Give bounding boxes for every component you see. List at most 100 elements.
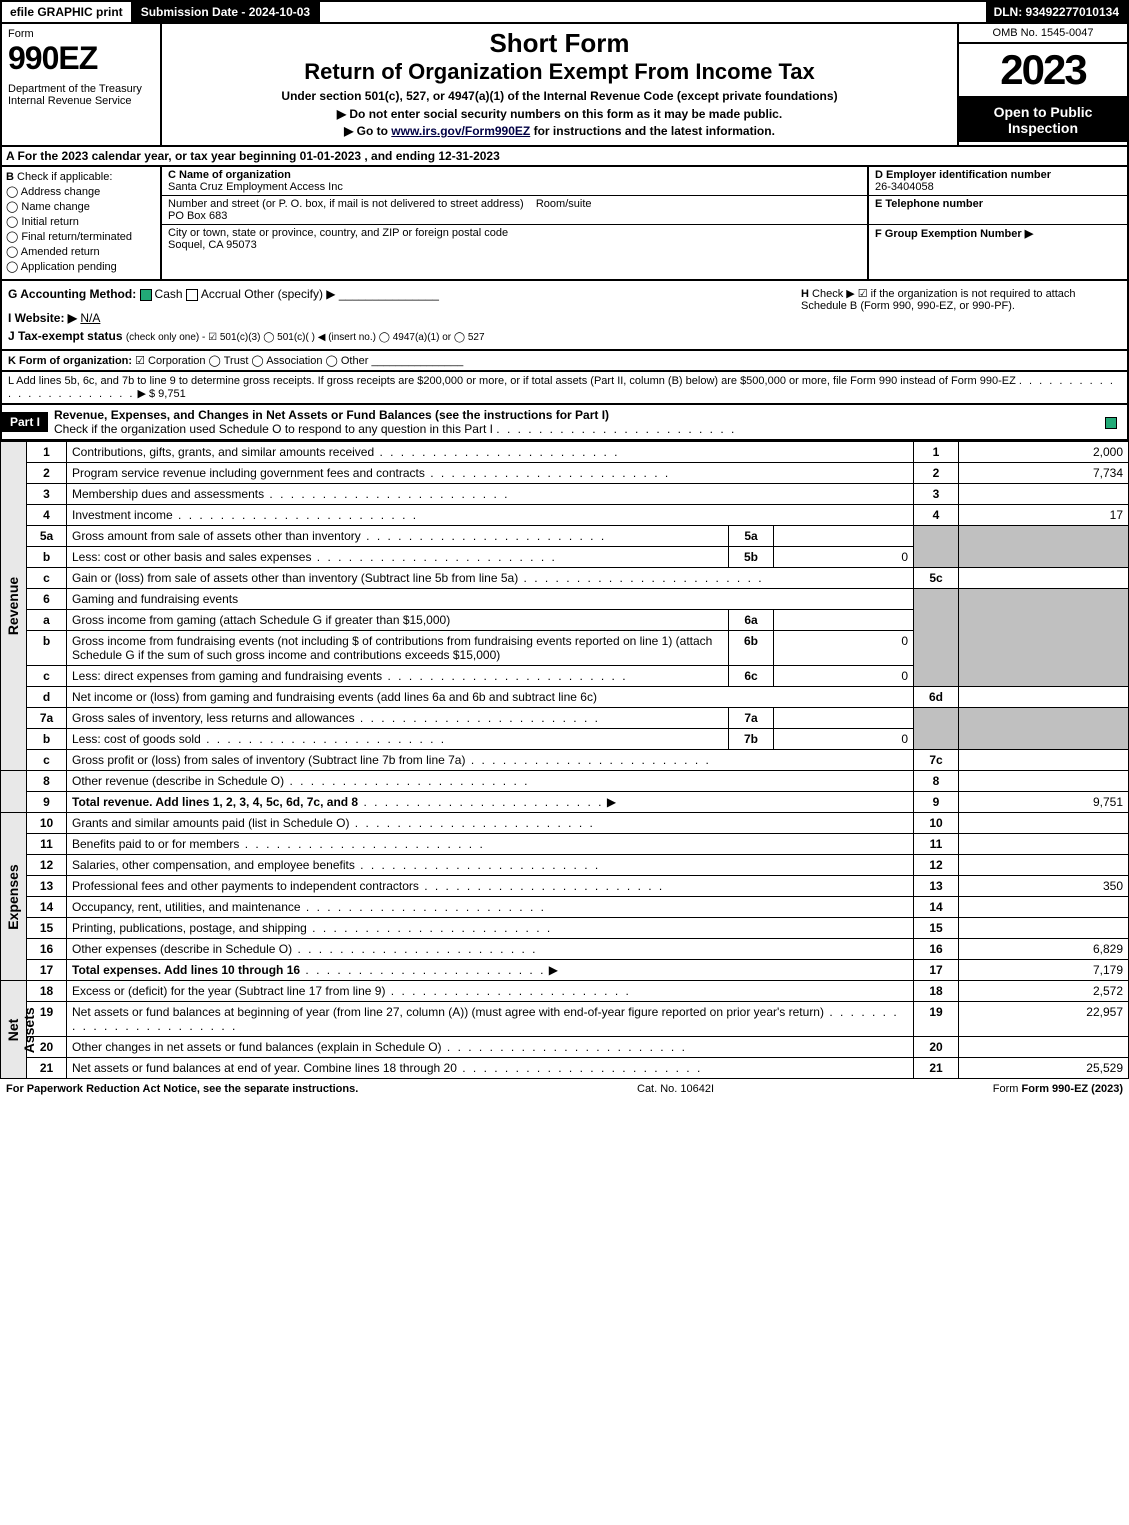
line-3-amt xyxy=(959,484,1129,505)
chk-cash[interactable] xyxy=(140,289,152,301)
chk-accrual[interactable] xyxy=(186,289,198,301)
footer-left: For Paperwork Reduction Act Notice, see … xyxy=(6,1083,358,1095)
expenses-side: Expenses xyxy=(1,813,27,981)
line-10-box: 10 xyxy=(914,813,959,834)
street-value: PO Box 683 xyxy=(168,210,227,222)
l-amount: ▶ $ 9,751 xyxy=(137,388,185,400)
line-2-amt: 7,734 xyxy=(959,463,1129,484)
line-16-num: 16 xyxy=(27,939,67,960)
c-street-row: Number and street (or P. O. box, if mail… xyxy=(162,196,867,225)
e-label: E Telephone number xyxy=(875,198,983,210)
header-center: Short Form Return of Organization Exempt… xyxy=(162,24,957,145)
line-7c-amt xyxy=(959,750,1129,771)
line-14-box: 14 xyxy=(914,897,959,918)
chk-final-return[interactable]: ◯ Final return/terminated xyxy=(6,230,156,243)
line-5c-num: c xyxy=(27,568,67,589)
line-18-num: 18 xyxy=(27,981,67,1002)
line-6b-sub: 6b xyxy=(729,631,774,666)
line-6d-amt xyxy=(959,687,1129,708)
line-6b-num: b xyxy=(27,631,67,666)
efile-label[interactable]: efile GRAPHIC print xyxy=(2,2,133,22)
h-section: H Check ▶ ☑ if the organization is not r… xyxy=(801,287,1121,343)
form-header: Form 990EZ Department of the Treasury In… xyxy=(0,24,1129,147)
line-7b-num: b xyxy=(27,729,67,750)
bc-def-row: B Check if applicable: ◯ Address change … xyxy=(0,167,1129,281)
line-11-desc: Benefits paid to or for members xyxy=(67,834,914,855)
part1-checkbox[interactable] xyxy=(1097,415,1127,429)
line-5a-num: 5a xyxy=(27,526,67,547)
line-19-amt: 22,957 xyxy=(959,1002,1129,1037)
chk-address-change[interactable]: ◯ Address change xyxy=(6,185,156,198)
f-label: F Group Exemption Number ▶ xyxy=(875,228,1033,240)
line-10-desc: Grants and similar amounts paid (list in… xyxy=(67,813,914,834)
dln-label: DLN: 93492277010134 xyxy=(986,2,1127,22)
footer-center: Cat. No. 10642I xyxy=(637,1083,714,1095)
line-14-amt xyxy=(959,897,1129,918)
line-6d-box: 6d xyxy=(914,687,959,708)
line-7a-num: 7a xyxy=(27,708,67,729)
line-5a-sub: 5a xyxy=(729,526,774,547)
line-1-desc: Contributions, gifts, grants, and simila… xyxy=(67,442,914,463)
chk-amended[interactable]: ◯ Amended return xyxy=(6,245,156,258)
short-form-title: Short Form xyxy=(168,28,951,59)
line-5a-desc: Gross amount from sale of assets other t… xyxy=(67,526,729,547)
shaded-7 xyxy=(914,708,959,750)
chk-name-change[interactable]: ◯ Name change xyxy=(6,200,156,213)
line-7a-desc: Gross sales of inventory, less returns a… xyxy=(67,708,729,729)
line-9-desc: Total revenue. Add lines 1, 2, 3, 4, 5c,… xyxy=(67,792,914,813)
line-11-amt xyxy=(959,834,1129,855)
footer: For Paperwork Reduction Act Notice, see … xyxy=(0,1079,1129,1099)
line-8-box: 8 xyxy=(914,771,959,792)
d-label: D Employer identification number xyxy=(875,169,1051,181)
k-corp: ☑ Corporation ◯ Trust ◯ Association ◯ Ot… xyxy=(135,355,368,367)
revenue-side: Revenue xyxy=(1,442,27,771)
line-9-num: 9 xyxy=(27,792,67,813)
line-1-amt: 2,000 xyxy=(959,442,1129,463)
line-10-num: 10 xyxy=(27,813,67,834)
instr2-prefix: ▶ Go to xyxy=(344,124,391,138)
line-4-num: 4 xyxy=(27,505,67,526)
line-18-box: 18 xyxy=(914,981,959,1002)
line-5a-subamt xyxy=(774,526,914,547)
line-6a-subamt xyxy=(774,610,914,631)
department: Department of the Treasury Internal Reve… xyxy=(8,83,154,107)
line-21-num: 21 xyxy=(27,1058,67,1079)
line-5c-desc: Gain or (loss) from sale of assets other… xyxy=(67,568,914,589)
irs-link[interactable]: www.irs.gov/Form990EZ xyxy=(391,124,530,138)
c-name-row: C Name of organization Santa Cruz Employ… xyxy=(162,167,867,196)
line-7c-num: c xyxy=(27,750,67,771)
return-title: Return of Organization Exempt From Incom… xyxy=(168,59,951,85)
line-6b-desc: Gross income from fundraising events (no… xyxy=(67,631,729,666)
section-def: D Employer identification number 26-3404… xyxy=(867,167,1127,279)
line-13-desc: Professional fees and other payments to … xyxy=(67,876,914,897)
line-19-desc: Net assets or fund balances at beginning… xyxy=(67,1002,914,1037)
line-3-box: 3 xyxy=(914,484,959,505)
line-2-box: 2 xyxy=(914,463,959,484)
line-5b-desc: Less: cost or other basis and sales expe… xyxy=(67,547,729,568)
line-17-desc: Total expenses. Add lines 10 through 16 … xyxy=(67,960,914,981)
chk-initial-return[interactable]: ◯ Initial return xyxy=(6,215,156,228)
line-11-num: 11 xyxy=(27,834,67,855)
line-8-desc: Other revenue (describe in Schedule O) xyxy=(67,771,914,792)
under-section: Under section 501(c), 527, or 4947(a)(1)… xyxy=(168,89,951,103)
line-6d-num: d xyxy=(27,687,67,708)
line-16-desc: Other expenses (describe in Schedule O) xyxy=(67,939,914,960)
line-1-box: 1 xyxy=(914,442,959,463)
l-text: L Add lines 5b, 6c, and 7b to line 9 to … xyxy=(8,375,1016,387)
line-12-box: 12 xyxy=(914,855,959,876)
line-4-desc: Investment income xyxy=(67,505,914,526)
line-5c-box: 5c xyxy=(914,568,959,589)
line-18-desc: Excess or (deficit) for the year (Subtra… xyxy=(67,981,914,1002)
footer-right: Form Form 990-EZ (2023) xyxy=(993,1083,1123,1095)
shaded-7-amt xyxy=(959,708,1129,750)
chk-app-pending[interactable]: ◯ Application pending xyxy=(6,260,156,273)
section-c: C Name of organization Santa Cruz Employ… xyxy=(162,167,867,279)
omb-number: OMB No. 1545-0047 xyxy=(959,24,1127,44)
f-row: F Group Exemption Number ▶ xyxy=(869,225,1127,242)
line-12-amt xyxy=(959,855,1129,876)
line-6a-num: a xyxy=(27,610,67,631)
b-check-label: Check if applicable: xyxy=(17,171,112,183)
line-14-num: 14 xyxy=(27,897,67,918)
k-label: K Form of organization: xyxy=(8,355,132,367)
line-15-num: 15 xyxy=(27,918,67,939)
